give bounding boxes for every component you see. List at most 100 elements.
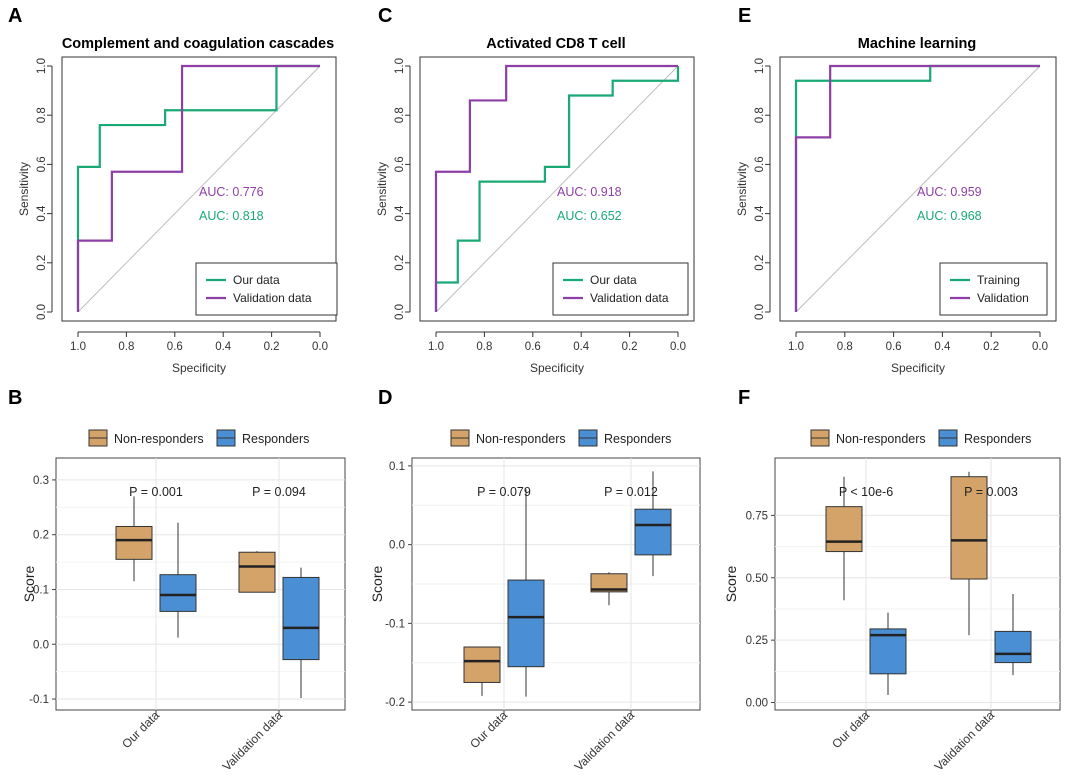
box-responders-validation-data (994, 593, 1032, 676)
x-tick-label: 0.6 (886, 341, 902, 353)
y-tick-label: 1.0 (394, 58, 406, 74)
y-axis-label: Sensitivity (735, 162, 749, 216)
box-body (994, 630, 1032, 664)
legend-item-label: Our data (590, 273, 637, 287)
x-tick-label: 0.8 (118, 341, 134, 353)
legend-item-label: Non-responders (836, 432, 926, 446)
box-non-responders-validation-data (590, 572, 628, 606)
y-tick-label: 0.00 (746, 698, 768, 710)
roc-curve-secondary (434, 64, 678, 312)
box-body (825, 506, 863, 553)
box-responders-our-data (507, 489, 545, 697)
box-non-responders-our-data (463, 646, 501, 696)
panel-label: A (8, 5, 22, 27)
y-tick-label: 0.8 (36, 107, 48, 123)
panel-label: D (378, 387, 392, 409)
x-category-label: Validation data (932, 708, 998, 774)
auc-label-secondary: AUC: 0.776 (199, 185, 264, 199)
y-tick-label: 0.25 (746, 635, 768, 647)
x-tick-label: 0.4 (934, 341, 951, 353)
legend: Our data Validation data (552, 262, 689, 316)
y-tick-label: 0.50 (746, 573, 768, 585)
y-tick-label: 0.2 (36, 255, 48, 271)
y-tick-label: 0.1 (389, 461, 405, 473)
y-axis-label: Sensitivity (375, 162, 389, 216)
panel-label: F (738, 387, 750, 409)
x-category-label: Validation data (220, 708, 286, 774)
x-category-label: Our data (829, 708, 872, 751)
y-tick-label: 0.0 (33, 639, 49, 651)
legend: Our data Validation data (195, 262, 338, 316)
y-axis-label: Sensitivity (17, 162, 31, 216)
panel-label: B (8, 387, 22, 409)
box-responders-validation-data (634, 471, 672, 577)
legend-item-label: Training (977, 273, 1020, 287)
legend-item-label: Validation data (590, 291, 669, 305)
box-body (282, 576, 320, 661)
legend-box (552, 262, 689, 316)
auc-label-primary: AUC: 0.818 (199, 209, 264, 223)
x-tick-label: 0.4 (215, 341, 232, 353)
x-tick-label: 0.4 (573, 341, 590, 353)
legend-item-label: Responders (242, 432, 309, 446)
box-non-responders-our-data (825, 476, 863, 601)
x-category-label: Validation data (572, 708, 638, 774)
x-tick-label: 0.0 (312, 341, 328, 353)
y-tick-label: 0.4 (394, 205, 406, 222)
legend-box (939, 262, 1048, 316)
panel-label: E (738, 5, 751, 27)
auc-label-primary: AUC: 0.652 (557, 209, 622, 223)
legend-item-label: Our data (233, 273, 280, 287)
x-tick-label: 0.2 (264, 341, 280, 353)
plot-border (61, 56, 337, 322)
legend-item-label: Non-responders (476, 432, 566, 446)
y-tick-label: 0.3 (33, 475, 49, 487)
roc-chart-e: E Machine learning 0.0 0.2 0.4 0.6 0.8 1.0 0.0 0.… (735, 5, 1057, 375)
auc-label-secondary: AUC: 0.959 (917, 185, 982, 199)
box-responders-our-data (869, 612, 907, 696)
y-tick-label: 0.6 (754, 156, 766, 172)
box-non-responders-our-data (115, 496, 153, 582)
roc-chart-c: C Activated CD8 T cell 0.0 0.2 0.4 0.6 0.8 1.0 0… (375, 5, 695, 375)
legend-item-label: Responders (604, 432, 671, 446)
x-tick-label: 0.8 (476, 341, 492, 353)
plot-border (419, 56, 695, 322)
x-tick-label: 1.0 (428, 341, 444, 353)
y-tick-label: 1.0 (754, 58, 766, 74)
chart-title: Complement and coagulation cascades (62, 36, 334, 52)
box-body (238, 551, 276, 593)
p-value-label: P = 0.079 (477, 485, 531, 499)
y-tick-label: 0.4 (36, 205, 48, 222)
x-tick-label: 0.2 (622, 341, 638, 353)
box-body (159, 574, 197, 612)
y-tick-label: 0.0 (394, 304, 406, 320)
y-tick-label: 0.0 (36, 304, 48, 320)
y-axis-label: Score (723, 566, 739, 603)
y-tick-label: 0.4 (754, 205, 766, 222)
y-tick-label: 1.0 (36, 58, 48, 74)
box-chart-d: D Non-responders Responders -0.2 -0.1 0.0 0.1 P… (369, 387, 701, 774)
x-tick-label: 0.6 (525, 341, 541, 353)
x-category-label: Our data (467, 708, 510, 751)
x-tick-label: 0.0 (670, 341, 686, 353)
x-tick-label: 1.0 (788, 341, 804, 353)
box-non-responders-validation-data (238, 551, 276, 593)
diagonal-reference-line (435, 65, 679, 313)
p-value-label: P = 0.003 (964, 485, 1018, 499)
y-tick-label: 0.75 (746, 510, 768, 522)
y-tick-label: 0.6 (36, 156, 48, 172)
auc-label-primary: AUC: 0.968 (917, 209, 982, 223)
x-category-label: Our data (119, 708, 162, 751)
legend-item-label: Non-responders (114, 432, 204, 446)
x-tick-label: 0.6 (167, 341, 183, 353)
y-tick-label: -0.1 (29, 694, 49, 706)
x-axis-label: Specificity (891, 361, 945, 375)
legend: Non-responders Responders (810, 429, 1031, 447)
legend-item-label: Validation (977, 291, 1029, 305)
legend: Training Validation (939, 262, 1048, 316)
legend: Non-responders Responders (450, 429, 671, 447)
chart-title: Machine learning (858, 36, 976, 52)
x-tick-label: 1.0 (70, 341, 86, 353)
x-tick-label: 0.8 (837, 341, 853, 353)
